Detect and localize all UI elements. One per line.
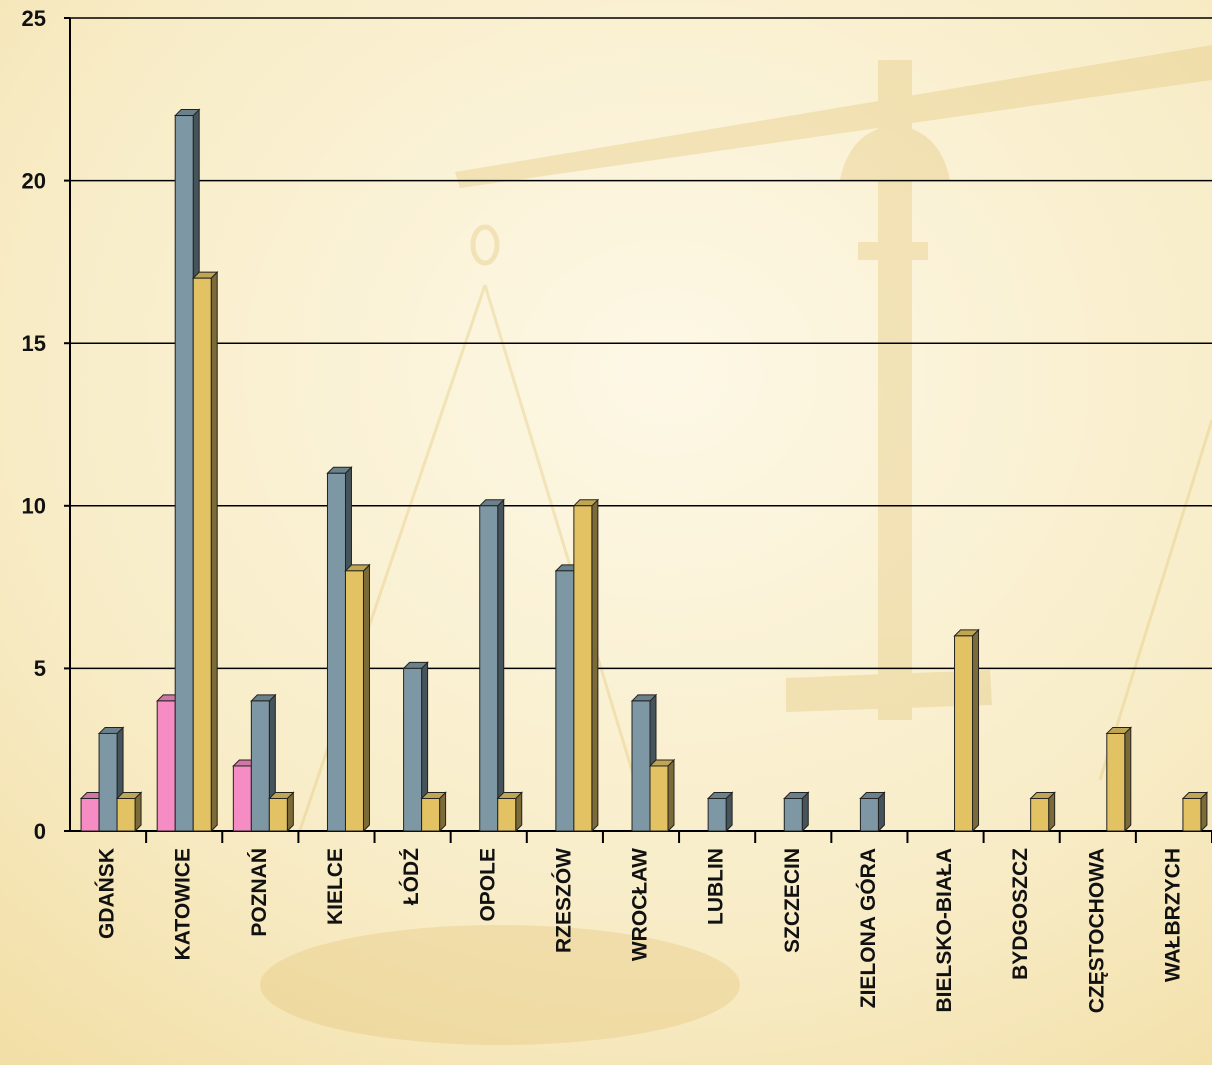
x-tick-label: OPOLE (476, 848, 499, 922)
bar (859, 791, 886, 833)
bar (783, 791, 810, 833)
x-tick-label: ZIELONA GÓRA (856, 848, 880, 1008)
bar (478, 498, 505, 833)
y-tick-label: 15 (22, 331, 46, 356)
bar (97, 726, 125, 833)
bar (420, 791, 447, 833)
bar (648, 758, 676, 833)
x-tick-label: LUBLIN (705, 848, 728, 925)
plot-area: 0 5 10 15 20 25 GDAŃSK KATOWICE POZNAŃ KIELCE ŁÓDŹ… (22, 6, 1212, 1013)
bar (191, 270, 219, 833)
bar (953, 628, 980, 833)
bar (268, 791, 295, 833)
bar (1029, 791, 1056, 833)
bar (572, 498, 600, 833)
y-tick-label: 25 (22, 6, 46, 31)
y-tick-label: 5 (34, 656, 46, 681)
x-tick-label: KATOWICE (172, 848, 195, 960)
x-tick-label: BYDGOSZCZ (1009, 848, 1032, 980)
y-tick-label: 10 (22, 494, 46, 519)
bar (1181, 791, 1209, 833)
x-tick-label: BIELSKO-BIAŁA (933, 848, 956, 1013)
bar (402, 661, 429, 833)
bar (115, 791, 143, 833)
y-tick-label: 0 (34, 819, 46, 844)
x-tick-label: SZCZECIN (781, 848, 804, 953)
x-tick-label: RZESZÓW (551, 848, 575, 953)
x-tick-label: KIELCE (324, 848, 347, 925)
x-tick-label: GDAŃSK (96, 848, 119, 939)
scale-decoration (260, 45, 1212, 1045)
x-tick-label: WAŁBRZYCH (1161, 848, 1184, 982)
y-tick-label: 20 (22, 168, 46, 193)
x-tick-label: WROCŁAW (629, 848, 652, 961)
x-tick-label: ŁÓDŹ (399, 848, 423, 905)
bar (496, 791, 523, 833)
x-tick-label: POZNAŃ (248, 848, 271, 937)
bar (344, 563, 371, 833)
bar (1105, 726, 1133, 833)
bar (706, 791, 734, 833)
x-tick-label: CZĘSTOCHOWA (1085, 848, 1108, 1013)
